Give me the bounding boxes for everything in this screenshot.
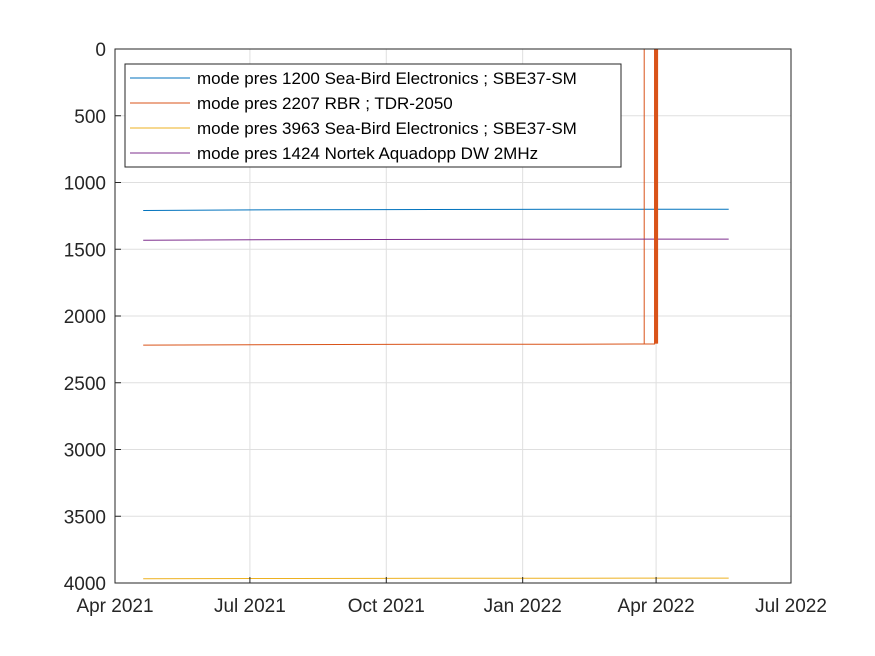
y-tick-label: 0: [95, 40, 106, 61]
x-tick-label: Apr 2022: [618, 596, 695, 617]
x-tick-label: Oct 2021: [348, 596, 425, 617]
legend-label: mode pres 1200 Sea-Bird Electronics ; SB…: [197, 69, 577, 88]
y-tick-label: 2500: [64, 374, 106, 395]
x-tick-label: Apr 2021: [76, 596, 153, 617]
y-tick-label: 3000: [64, 441, 106, 462]
y-tick-label: 500: [74, 107, 106, 128]
series-line-3: [143, 577, 729, 580]
x-tick-label: Jan 2022: [484, 596, 562, 617]
series-line-1: [143, 208, 729, 211]
y-tick-label: 2000: [64, 307, 106, 328]
legend-label: mode pres 3963 Sea-Bird Electronics ; SB…: [197, 119, 577, 138]
legend-box: [124, 63, 622, 168]
y-tick-label: 1500: [64, 240, 106, 261]
y-tick-label: 4000: [64, 574, 106, 595]
legend-label: mode pres 2207 RBR ; TDR-2050: [197, 94, 453, 113]
y-tick-label: 1000: [64, 174, 106, 195]
series-layer: [143, 48, 729, 580]
x-axis: Apr 2021 Jul 2021 Oct 2021 Jan 2022 Apr 2022…: [76, 577, 827, 617]
series-line-4: [143, 238, 729, 241]
x-tick-label: Jul 2021: [214, 596, 286, 617]
y-tick-label: 3500: [64, 507, 106, 528]
x-tick-label: Jul 2022: [755, 596, 827, 617]
y-axis: 0 500 1000 1500 2000 2500 3000 3500 4000: [64, 40, 121, 595]
legend: mode pres 1200 Sea-Bird Electronics ; SB…: [124, 63, 622, 168]
legend-label: mode pres 1424 Nortek Aquadopp DW 2MHz: [197, 144, 538, 163]
